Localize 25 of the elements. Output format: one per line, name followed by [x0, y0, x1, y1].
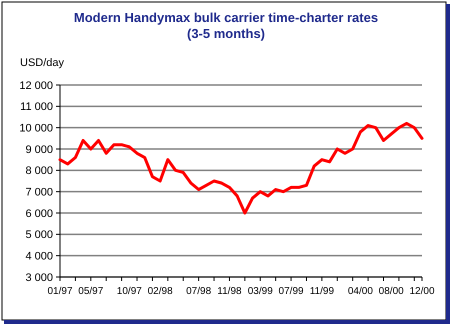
x-tick-label: 11/98	[217, 286, 242, 297]
y-tick-label: 7 000	[25, 186, 53, 199]
x-tick-label: 10/97	[116, 286, 142, 297]
y-axis-title: USD/day	[20, 57, 65, 69]
x-tick-label: 08/00	[378, 286, 404, 297]
y-tick-label: 9 000	[25, 144, 53, 156]
chart-title: Modern Handymax bulk carrier time-charter rates (3-5 months)	[74, 10, 378, 41]
x-tick-label: 12/00	[409, 286, 435, 297]
x-tick-label: 04/00	[348, 286, 374, 297]
y-tick-label: 5 000	[25, 229, 53, 242]
x-tick-label: 02/98	[148, 286, 174, 297]
x-tick-label: 03/99	[248, 286, 274, 297]
y-tick-label: 8 000	[25, 165, 53, 178]
line-series	[58, 122, 424, 214]
y-tick-label: 4 000	[25, 250, 53, 263]
y-tick-label: 3 000	[25, 272, 53, 284]
x-tick-label: 07/99	[278, 286, 304, 297]
x-tick-label: 01/97	[47, 286, 73, 297]
y-tick-label: 12 000	[19, 80, 53, 92]
x-tick-label: 05/97	[78, 286, 104, 297]
y-tick-label: 6 000	[25, 208, 53, 220]
x-tick-label: 07/98	[186, 286, 212, 297]
x-tick-label: 11/99	[310, 286, 334, 297]
y-tick-label: 11 000	[20, 101, 53, 114]
y-tick-label: 10 000	[19, 122, 53, 135]
